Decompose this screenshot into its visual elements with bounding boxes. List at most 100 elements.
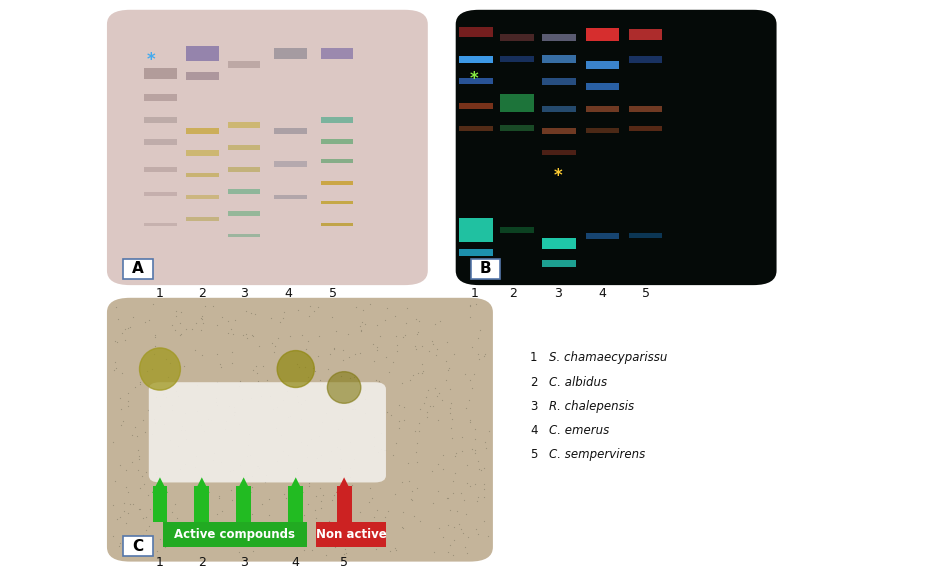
- Point: [270, 456, 285, 465]
- Point: [471, 349, 485, 358]
- Point: [422, 347, 437, 356]
- Point: [242, 429, 257, 438]
- Point: [220, 328, 235, 337]
- Point: [456, 495, 471, 504]
- Bar: [144, 222, 177, 226]
- Point: [144, 430, 159, 439]
- Point: [215, 535, 230, 544]
- Point: [121, 488, 136, 497]
- Point: [289, 392, 304, 401]
- Point: [290, 306, 305, 315]
- Point: [353, 321, 368, 331]
- Point: [184, 531, 199, 540]
- Point: [215, 312, 230, 321]
- Point: [346, 404, 361, 414]
- Point: [145, 364, 160, 373]
- Point: [195, 312, 210, 321]
- Point: [313, 496, 328, 505]
- Point: [331, 424, 346, 433]
- Point: [377, 446, 392, 455]
- Point: [289, 359, 304, 368]
- Point: [239, 329, 254, 339]
- Point: [109, 363, 124, 373]
- Point: [439, 338, 454, 347]
- Point: [281, 412, 296, 422]
- Point: [468, 479, 483, 488]
- Point: [253, 392, 268, 401]
- Point: [325, 540, 339, 549]
- Point: [472, 464, 486, 473]
- Point: [407, 342, 422, 351]
- Point: [148, 331, 163, 340]
- Point: [336, 345, 351, 354]
- Point: [236, 511, 251, 520]
- Point: [464, 384, 479, 393]
- Point: [279, 493, 294, 502]
- Point: [314, 503, 329, 513]
- Point: [206, 448, 221, 457]
- Point: [184, 519, 199, 528]
- Point: [423, 401, 438, 410]
- Bar: [228, 234, 260, 237]
- Point: [256, 361, 271, 370]
- Point: [432, 389, 446, 398]
- Point: [363, 300, 378, 309]
- Point: [294, 437, 309, 446]
- Bar: [500, 56, 534, 62]
- Point: [308, 506, 323, 515]
- Point: [120, 541, 135, 550]
- Point: [373, 331, 388, 340]
- Point: [398, 318, 413, 327]
- Bar: [144, 192, 177, 196]
- Point: [405, 370, 420, 380]
- Bar: [586, 60, 619, 69]
- Point: [299, 452, 314, 461]
- Point: [445, 550, 460, 559]
- Point: [395, 524, 410, 533]
- Point: [330, 529, 345, 539]
- Point: [326, 490, 341, 499]
- Point: [405, 495, 419, 505]
- Bar: [186, 217, 219, 221]
- Point: [239, 306, 254, 316]
- Point: [338, 484, 352, 493]
- Point: [365, 339, 380, 348]
- Point: [252, 341, 267, 350]
- Point: [275, 313, 290, 322]
- Point: [340, 400, 355, 410]
- Point: [443, 403, 458, 412]
- Text: Non active: Non active: [315, 528, 387, 541]
- Point: [448, 452, 463, 461]
- Point: [113, 420, 128, 430]
- Bar: [586, 233, 619, 238]
- Point: [425, 499, 440, 508]
- Point: [277, 308, 292, 317]
- Point: [301, 479, 316, 488]
- Point: [134, 472, 149, 481]
- Point: [337, 549, 352, 558]
- Point: [139, 513, 153, 522]
- Bar: [459, 126, 493, 131]
- Point: [346, 373, 361, 382]
- Point: [121, 508, 136, 517]
- Point: [328, 327, 343, 336]
- Point: [109, 514, 124, 523]
- Text: 4: 4: [530, 424, 538, 437]
- Point: [119, 483, 134, 492]
- Point: [343, 397, 358, 406]
- Bar: [274, 195, 307, 199]
- Point: [327, 543, 342, 552]
- Bar: [186, 128, 219, 134]
- Point: [241, 441, 256, 450]
- Point: [440, 493, 455, 502]
- Point: [156, 490, 171, 499]
- Point: [208, 393, 223, 403]
- Point: [147, 332, 162, 342]
- Point: [113, 405, 128, 414]
- Point: [413, 404, 428, 413]
- Point: [159, 354, 174, 363]
- Point: [388, 311, 403, 320]
- Point: [188, 319, 203, 328]
- Point: [304, 545, 319, 554]
- Point: [349, 538, 364, 547]
